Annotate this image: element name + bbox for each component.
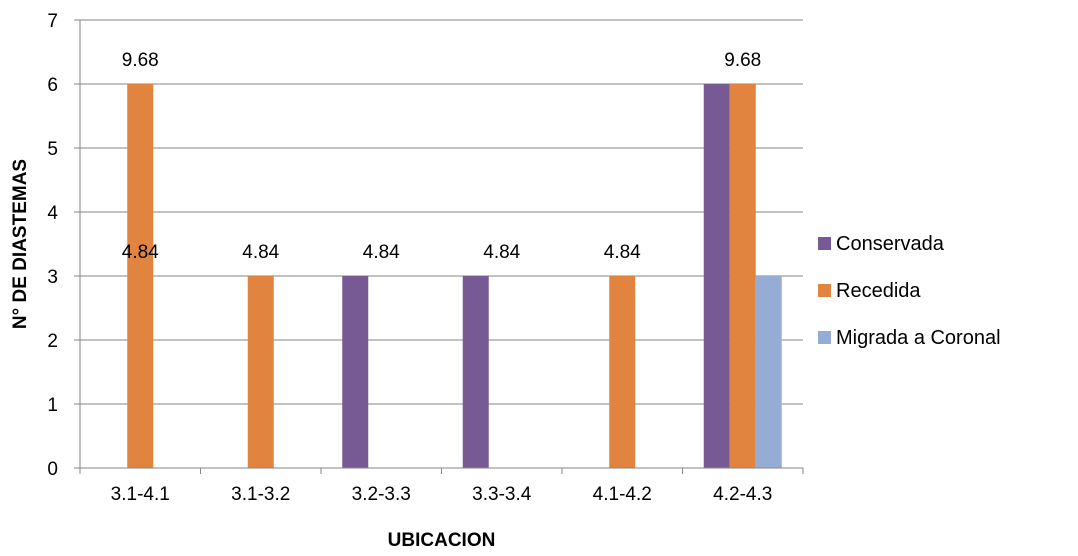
- x-axis-title: UBICACION: [388, 530, 496, 551]
- y-axis-title: N° DE DIASTEMAS: [10, 159, 31, 329]
- x-tick-label: 3.3-3.4: [472, 484, 532, 505]
- y-tick-label: 3: [47, 267, 58, 288]
- data-label: 4.84: [604, 242, 641, 263]
- y-axis-tick-labels: 0 1 2 3 4 5 6 7: [47, 11, 58, 480]
- data-labels: 9.68 4.84 4.84 4.84 4.84 4.84 9.68: [122, 50, 761, 263]
- bar-conservada: [342, 276, 369, 468]
- y-tick-label: 2: [47, 331, 58, 352]
- legend-swatch: [818, 284, 831, 297]
- data-label: 4.84: [122, 242, 159, 263]
- x-tick-label: 3.1-3.2: [231, 484, 290, 505]
- legend-label: Conservada: [836, 233, 945, 255]
- legend-label: Recedida: [836, 280, 921, 302]
- x-tick-label: 4.2-4.3: [713, 484, 772, 505]
- data-label: 4.84: [242, 242, 279, 263]
- y-tick-label: 6: [47, 75, 58, 96]
- x-tick-label: 3.2-3.3: [352, 484, 411, 505]
- legend-swatch: [818, 237, 831, 250]
- bar-conservada: [703, 84, 730, 468]
- bar-recedida: [609, 276, 636, 468]
- bar-migrada-a-coronal: [755, 276, 782, 468]
- data-label: 9.68: [724, 50, 761, 71]
- data-label: 9.68: [122, 50, 159, 71]
- y-tick-label: 1: [47, 395, 58, 416]
- bar-conservada: [462, 276, 489, 468]
- legend-swatch: [818, 331, 831, 344]
- y-tick-label: 4: [47, 203, 58, 224]
- x-tick-label: 4.1-4.2: [593, 484, 652, 505]
- y-tick-label: 0: [47, 459, 58, 480]
- bars: [127, 84, 782, 468]
- data-label: 4.84: [483, 242, 520, 263]
- gridlines: [74, 19, 804, 474]
- bar-recedida: [127, 84, 154, 468]
- bar-recedida: [729, 84, 756, 468]
- data-label: 4.84: [363, 242, 400, 263]
- x-tick-label: 3.1-4.1: [111, 484, 170, 505]
- x-axis-tick-labels: 3.1-4.1 3.1-3.2 3.2-3.3 3.3-3.4 4.1-4.2 4.2-4…: [111, 484, 773, 505]
- y-tick-label: 7: [47, 11, 58, 32]
- bar-recedida: [247, 276, 274, 468]
- y-tick-label: 5: [47, 139, 58, 160]
- legend: Conservada Recedida Migrada a Coronal: [818, 233, 1001, 349]
- legend-label: Migrada a Coronal: [836, 327, 1001, 349]
